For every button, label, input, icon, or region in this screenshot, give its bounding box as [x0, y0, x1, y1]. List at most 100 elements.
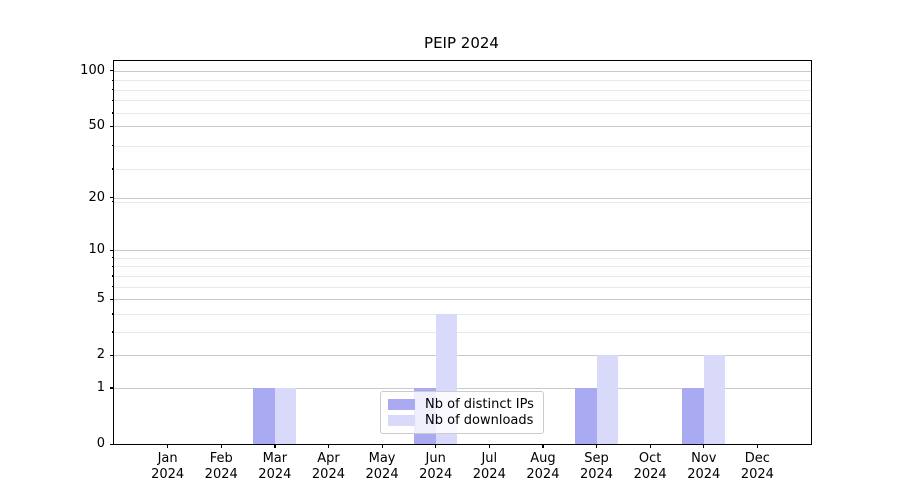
bar-layer [114, 61, 811, 444]
y-tick-label: 100 [80, 62, 105, 78]
y-tick-mark [110, 443, 114, 445]
x-tick-mark [649, 444, 651, 448]
x-tick-mark [274, 444, 276, 448]
major-gridline [114, 197, 811, 199]
bar-nb-of-distinct-ips-mar [253, 387, 275, 444]
x-tick-mark [327, 444, 330, 448]
x-tick-month: Sep [584, 451, 609, 466]
y-minor-tick-mark [111, 331, 114, 333]
y-tick-mark [110, 197, 114, 199]
grid-layer [114, 61, 811, 444]
x-tick-month: Feb [209, 451, 233, 466]
bar-nb-of-downloads-nov [703, 355, 726, 444]
bar-nb-of-downloads-mar [274, 387, 297, 444]
x-tick-label: Sep 2024 [565, 451, 629, 483]
y-tick-label: 50 [88, 118, 105, 134]
x-tick-mark [542, 444, 544, 448]
x-tick-label: May 2024 [350, 451, 414, 483]
legend-label-downloads: Nb of downloads [425, 413, 534, 429]
y-minor-tick-mark [111, 201, 114, 203]
legend-swatch-downloads [388, 415, 415, 427]
x-tick-year: 2024 [151, 467, 185, 482]
x-tick-mark [381, 444, 383, 448]
y-tick-mark [110, 354, 114, 356]
x-tick-mark [435, 444, 437, 448]
major-gridline [114, 387, 811, 389]
x-tick-year: 2024 [633, 467, 667, 482]
minor-gridline [114, 331, 811, 333]
x-tick-month: Dec [744, 451, 770, 466]
x-tick-year: 2024 [526, 467, 560, 482]
x-tick-label: Dec 2024 [725, 451, 789, 483]
x-tick-label: Feb 2024 [189, 451, 253, 483]
x-tick-label: Mar 2024 [243, 451, 307, 483]
x-tick-year: 2024 [472, 467, 506, 482]
minor-gridline [114, 257, 811, 259]
x-tick-mark [596, 444, 598, 448]
x-tick-year: 2024 [311, 467, 345, 482]
minor-gridline [114, 313, 811, 315]
x-tick-month: Jun [425, 451, 446, 466]
legend-item-distinct-ips: Nb of distinct IPs [388, 396, 535, 413]
x-tick-month: Apr [317, 451, 340, 466]
y-tick-mark [110, 249, 114, 251]
legend-swatch-distinct-ips [388, 398, 415, 410]
y-tick-mark [110, 70, 114, 72]
major-gridline [114, 250, 811, 252]
major-gridline [114, 70, 811, 72]
x-tick-label: Oct 2024 [618, 451, 682, 483]
plot-area: 0 1 2 5 10 20 50 100 Jan 2024 Feb 2024 Mar 2024 Apr 202… [80, 60, 812, 482]
x-tick-year: 2024 [204, 467, 238, 482]
bar-nb-of-downloads-sep [596, 355, 618, 444]
legend-label-distinct-ips: Nb of distinct IPs [425, 396, 534, 412]
y-tick-mark [110, 125, 114, 127]
x-tick-mark [167, 444, 169, 448]
x-tick-year: 2024 [687, 467, 721, 482]
bar-nb-of-distinct-ips-sep [575, 387, 597, 444]
x-tick-label: Aug 2024 [511, 451, 575, 483]
major-gridline [114, 126, 811, 128]
y-minor-tick-mark [111, 112, 114, 114]
x-tick-label: Jul 2024 [457, 451, 521, 483]
x-tick-year: 2024 [258, 467, 292, 482]
minor-gridline [114, 80, 811, 82]
minor-gridline [114, 201, 811, 203]
y-minor-tick-mark [111, 168, 114, 170]
y-minor-tick-mark [111, 79, 114, 81]
minor-gridline [114, 168, 811, 170]
y-tick-label: 5 [96, 291, 105, 307]
minor-gridline [114, 145, 811, 147]
y-tick-label: 20 [88, 189, 105, 205]
x-tick-mark [488, 444, 490, 448]
x-tick-label: Jun 2024 [404, 451, 468, 483]
minor-gridline [114, 112, 811, 114]
y-minor-tick-mark [111, 99, 114, 102]
minor-gridline [114, 266, 811, 268]
chart-title: PEIP 2024 [424, 34, 499, 52]
y-tick-label: 1 [96, 379, 105, 395]
y-minor-tick-mark [111, 275, 114, 277]
x-tick-mark [756, 444, 759, 448]
x-tick-month: Jul [481, 451, 498, 466]
y-minor-tick-mark [111, 265, 114, 267]
x-tick-year: 2024 [365, 467, 399, 482]
y-tick-label: 2 [96, 347, 105, 363]
y-tick-label: 0 [96, 436, 105, 451]
y-minor-tick-mark [111, 89, 114, 91]
x-tick-mark [220, 444, 222, 448]
major-gridline [114, 355, 811, 357]
y-tick-mark [110, 387, 114, 389]
y-minor-tick-mark [111, 286, 114, 288]
minor-gridline [114, 89, 811, 91]
x-tick-month: May [368, 451, 396, 466]
legend-item-downloads: Nb of downloads [388, 413, 535, 430]
bar-nb-of-distinct-ips-nov [682, 387, 704, 444]
x-tick-month: Aug [530, 451, 556, 466]
y-minor-tick-mark [111, 313, 114, 315]
x-tick-label: Nov 2024 [672, 451, 736, 483]
legend: Nb of distinct IPs Nb of downloads [380, 391, 544, 434]
x-tick-month: Oct [638, 451, 662, 466]
y-minor-tick-mark [111, 257, 114, 259]
x-tick-label: Jan 2024 [136, 451, 200, 483]
